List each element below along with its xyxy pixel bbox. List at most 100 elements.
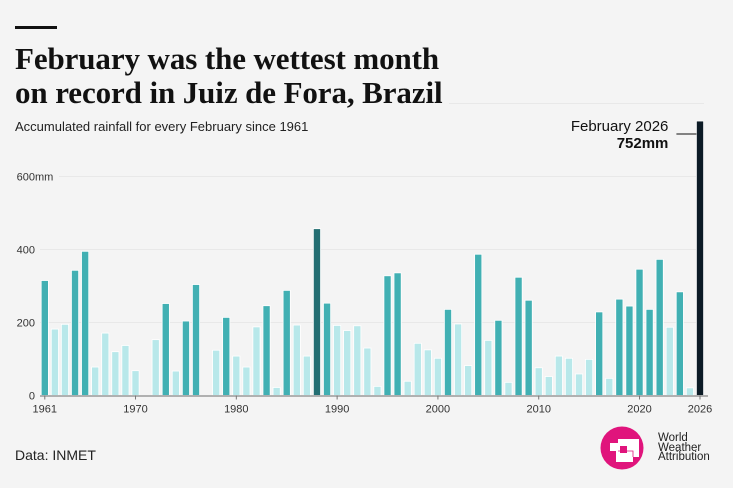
bar-2012 (554, 355, 563, 396)
bar-2011 (544, 376, 553, 396)
bar-1993 (363, 347, 372, 396)
bar-1987 (302, 355, 311, 396)
bar-2005 (484, 339, 493, 396)
bar-1998 (413, 342, 422, 396)
bar-2024 (675, 291, 684, 396)
bar-2026 (696, 120, 705, 396)
bar-2000 (433, 357, 442, 396)
bar-1972 (151, 339, 160, 396)
bar-1997 (403, 380, 412, 396)
logo-square-inner (620, 446, 627, 453)
annotation-value: 752mm (617, 135, 669, 152)
bar-2021 (645, 308, 654, 396)
data-source: Data: INMET (15, 447, 96, 463)
bar-1986 (292, 324, 301, 396)
chart-title: February was the wettest month on record… (15, 42, 449, 110)
bar-1983 (262, 305, 271, 396)
bar-1965 (81, 250, 90, 396)
bar-2001 (443, 308, 452, 396)
bar-1990 (333, 325, 342, 396)
bar-1981 (242, 366, 251, 396)
bar-1976 (191, 284, 200, 396)
bar-1973 (161, 303, 170, 396)
bar-1992 (353, 325, 362, 396)
bar-1982 (252, 326, 261, 396)
y-axis-labels: 0 200 400 600 mm (17, 172, 54, 403)
bar-2009 (524, 299, 533, 396)
bar-2018 (615, 298, 624, 396)
logo-line-world: World (658, 432, 688, 444)
bar-1975 (181, 320, 190, 396)
bar-1962 (50, 328, 59, 396)
bar-1979 (222, 316, 231, 396)
x-axis: 1961 1970 1980 1990 2000 2010 2020 2026 (33, 395, 712, 416)
bars (40, 120, 705, 396)
bar-1974 (171, 370, 180, 396)
x-tick-label: 1970 (123, 404, 147, 416)
bar-1988 (312, 228, 321, 396)
x-tick-label: 1961 (33, 404, 57, 416)
bar-2019 (625, 305, 634, 396)
bar-2023 (665, 326, 674, 396)
x-tick-label: 2010 (526, 404, 550, 416)
bar-2015 (585, 358, 594, 396)
x-tick-label: 1980 (224, 404, 248, 416)
bar-1985 (282, 289, 291, 396)
title-line-1: February was the wettest month (15, 42, 446, 76)
bar-2014 (575, 373, 584, 396)
bar-1963 (60, 323, 69, 396)
top-rule-decoration (15, 26, 57, 29)
bar-2013 (564, 357, 573, 396)
bar-1968 (111, 351, 120, 396)
y-tick-label: 400 (17, 245, 35, 257)
logo-square-small (610, 443, 618, 451)
bar-2006 (494, 319, 503, 396)
logo-outline (618, 450, 634, 457)
x-tick-label: 1990 (325, 404, 349, 416)
logo-line-weather: Weather (658, 441, 702, 454)
bar-1989 (323, 302, 332, 396)
bar-1978 (212, 349, 221, 396)
bar-1995 (383, 275, 392, 396)
bar-1996 (393, 272, 402, 396)
title-line-2: on record in Juiz de Fora, Brazil (15, 76, 449, 110)
chart-subtitle: Accumulated rainfall for every February … (15, 119, 309, 134)
bar-1994 (373, 385, 382, 396)
y-tick-label: 200 (17, 318, 35, 330)
bar-1961 (40, 280, 49, 396)
bar-1980 (232, 355, 241, 396)
bar-1991 (343, 330, 352, 396)
y-tick-label: 600 (17, 172, 35, 184)
x-tick-label: 2026 (688, 404, 712, 416)
bar-2022 (655, 258, 664, 396)
x-tick-label: 2000 (426, 404, 450, 416)
logo-line-attribution: Attribution (658, 451, 710, 464)
bar-2020 (635, 268, 644, 396)
gridlines (40, 103, 704, 323)
bar-2017 (605, 377, 614, 396)
wwa-logo-icon (600, 426, 644, 470)
bar-1966 (91, 366, 100, 396)
bar-1967 (101, 332, 110, 396)
bar-1999 (423, 349, 432, 396)
bar-2010 (534, 367, 543, 396)
bar-2002 (454, 323, 463, 396)
bar-2004 (474, 253, 483, 396)
bar-2007 (504, 381, 513, 396)
bar-1984 (272, 387, 281, 396)
x-tick-label: 2020 (627, 404, 651, 416)
y-tick-label: 0 (29, 391, 35, 403)
bar-2003 (464, 365, 473, 396)
bar-1969 (121, 345, 130, 396)
annotation-label: February 2026 (571, 118, 669, 135)
y-unit-label: mm (35, 172, 53, 184)
bar-1964 (71, 269, 80, 396)
bar-2016 (595, 311, 604, 396)
bar-2008 (514, 276, 523, 396)
logo-wordmark: World Weather Attribution (658, 432, 710, 464)
bar-1970 (131, 370, 140, 396)
logo-square-bottom (616, 451, 633, 462)
bar-2025 (685, 387, 694, 396)
